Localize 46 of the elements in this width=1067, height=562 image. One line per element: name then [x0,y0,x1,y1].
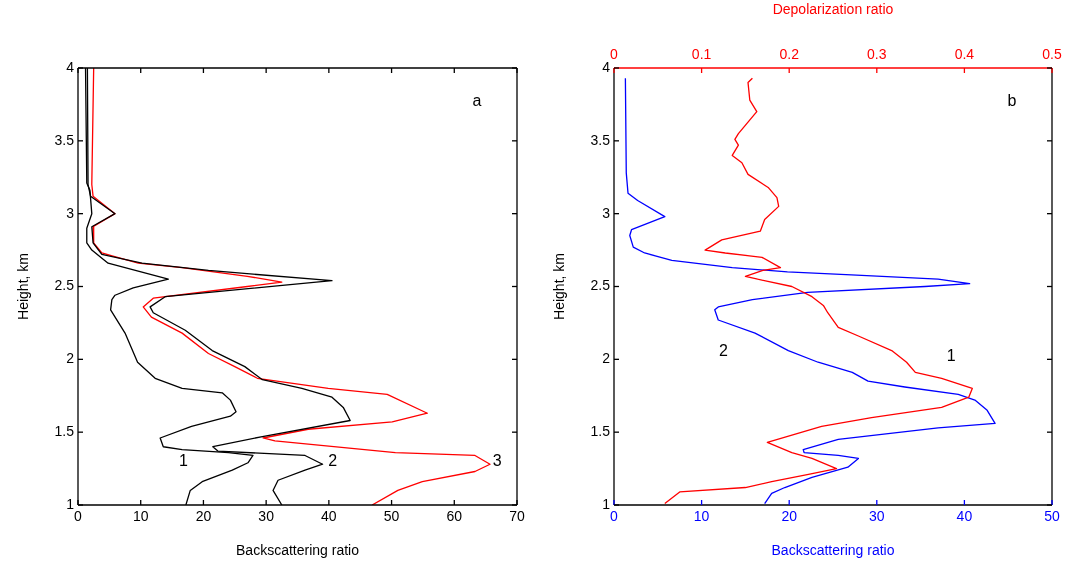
x-tick-label: 10 [693,508,710,525]
x2-tick-label: 0 [610,46,619,63]
annotation: a [472,92,482,110]
x-tick-label: 20 [195,508,212,525]
y-tick-label: 3 [602,204,611,221]
x2-tick-label: 0.4 [954,46,975,63]
x2-tick-label: 0.5 [1042,46,1062,63]
y-tick-label: 4 [602,58,611,75]
x-tick-label: 30 [258,508,275,525]
x2-tick-label: 0.2 [779,46,800,63]
x-tick-label: 20 [781,508,798,525]
x-axis-title: Backscattering ratio [236,542,360,559]
series-label: 3 [492,451,502,469]
x-tick-label: 50 [1044,508,1060,525]
y-tick-label: 2.5 [590,277,611,294]
y-tick-label: 2.5 [54,277,75,294]
x-axis-title: Backscattering ratio [771,542,895,559]
series-label: 2 [719,342,729,360]
x2-tick-label: 0.1 [691,46,712,63]
x-tick-label: 0 [610,508,619,525]
y-axis-title: Height, km [551,253,568,320]
y-tick-label: 1 [602,495,611,512]
x-tick-label: 30 [869,508,885,525]
y-axis-title: Height, km [15,253,32,320]
y-tick-label: 3.5 [590,131,611,148]
x-tick-label: 70 [509,508,525,525]
series-label: 1 [178,451,188,469]
x-tick-label: 60 [446,508,463,525]
x2-tick-label: 0.3 [867,46,887,63]
x-tick-label: 40 [956,508,973,525]
x-tick-label: 0 [74,508,83,525]
y-tick-label: 2 [602,350,611,367]
x-tick-label: 50 [383,508,400,525]
x-tick-label: 10 [132,508,149,525]
y-tick-label: 1.5 [590,423,611,440]
y-tick-label: 3.5 [54,131,75,148]
x2-axis-title: Depolarization ratio [772,1,894,18]
series-label: 1 [946,346,956,364]
series-label: 2 [328,451,338,469]
annotation: b [1007,92,1017,110]
y-tick-label: 3 [66,204,75,221]
y-tick-label: 1.5 [54,423,75,440]
y-tick-label: 2 [66,350,75,367]
y-tick-label: 1 [66,495,75,512]
x-tick-label: 40 [321,508,337,525]
y-tick-label: 4 [66,58,75,75]
